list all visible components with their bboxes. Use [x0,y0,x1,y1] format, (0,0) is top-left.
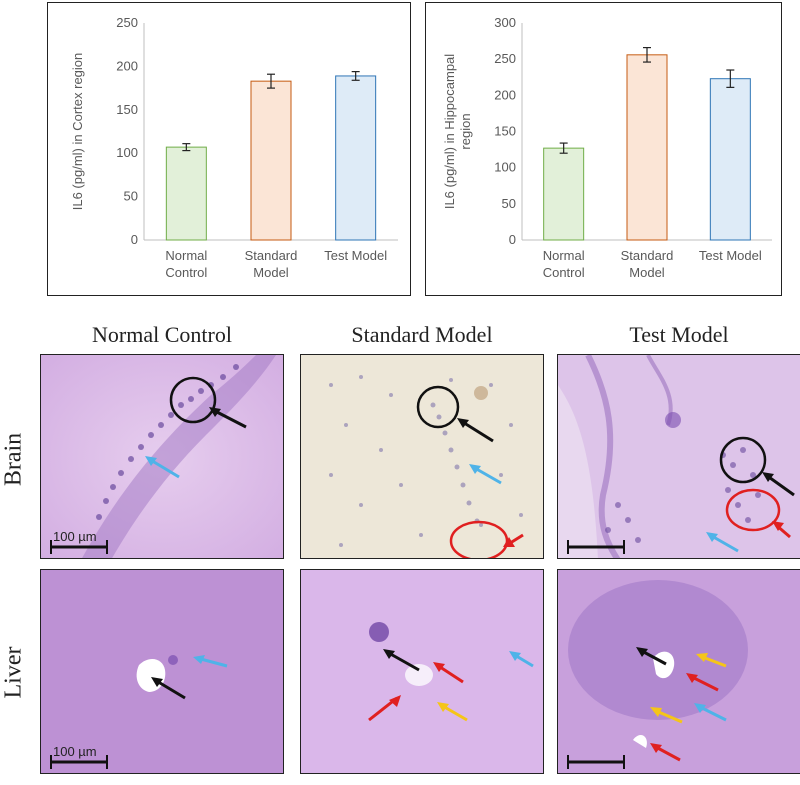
y-tick-label: 50 [124,189,138,204]
brain-normal-control-image: 100 µm [40,354,284,559]
column-title-normal-control: Normal Control [92,322,232,347]
x-tick-label: Control [165,265,207,280]
brain-standard-model-image [300,354,544,559]
bar-2 [335,75,377,241]
chart-cortex-svg: 0 50 100 150 200 250 Normal Control Standard Mode… [70,15,398,280]
brain-test-model-image [557,354,800,559]
y-tick-label: 200 [494,87,516,102]
scale-bar-label-liver: 100 µm [53,744,97,759]
bar-1 [626,54,668,241]
chart-hippocampus-svg: 0 50 100 150 200 250 300 Normal Control Standard M… [442,15,772,280]
chart-cortex: 0 50 100 150 200 250 Normal Control Standard Mode… [47,2,411,296]
bar-1 [250,80,292,241]
liver-standard-model-image [300,569,544,774]
y-tick-label: 150 [494,124,516,139]
x-tick-label: Standard [621,248,674,263]
row-label-liver: Liver [0,646,27,699]
y-axis-label: IL6 (pg/ml) in Hippocampal [442,54,457,209]
liver-test-model-image [557,569,800,774]
x-tick-label: Normal [543,248,585,263]
y-tick-label: 250 [116,15,138,30]
liver-normal-control-image: 100 µm [40,569,284,774]
y-tick-label: 50 [502,196,516,211]
y-tick-label: 250 [494,51,516,66]
y-tick-label: 100 [116,145,138,160]
bar-0 [165,146,207,241]
y-tick-label: 200 [116,58,138,73]
chart-hippocampus: 0 50 100 150 200 250 300 Normal Control Standard M… [425,2,782,296]
x-tick-label: Test Model [324,248,387,263]
y-tick-label: 0 [509,232,516,247]
x-tick-label: Standard [245,248,298,263]
x-tick-label: Model [253,265,289,280]
x-tick-label: Control [543,265,585,280]
row-label-brain: Brain [0,432,27,487]
x-tick-label: Model [629,265,665,280]
column-title-standard-model: Standard Model [351,322,493,347]
scale-bar-label-brain: 100 µm [53,529,97,544]
y-tick-label: 300 [494,15,516,30]
y-axis-label: IL6 (pg/ml) in Cortex region [70,53,85,211]
bar-0 [543,147,585,241]
column-title-test-model: Test Model [629,322,729,347]
y-tick-label: 150 [116,102,138,117]
y-tick-label: 100 [494,160,516,175]
x-tick-label: Normal [165,248,207,263]
x-tick-label: Test Model [699,248,762,263]
y-axis-label: region [458,113,473,149]
y-tick-label: 0 [131,232,138,247]
bar-2 [709,78,751,241]
